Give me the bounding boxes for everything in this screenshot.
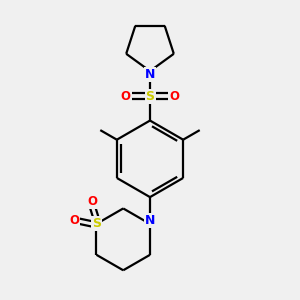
Text: N: N	[145, 68, 155, 81]
Text: O: O	[69, 214, 80, 227]
Text: O: O	[121, 90, 131, 103]
Text: O: O	[87, 195, 97, 208]
Text: S: S	[92, 218, 101, 230]
Text: N: N	[145, 214, 155, 226]
Text: O: O	[169, 90, 179, 103]
Text: S: S	[146, 90, 154, 103]
